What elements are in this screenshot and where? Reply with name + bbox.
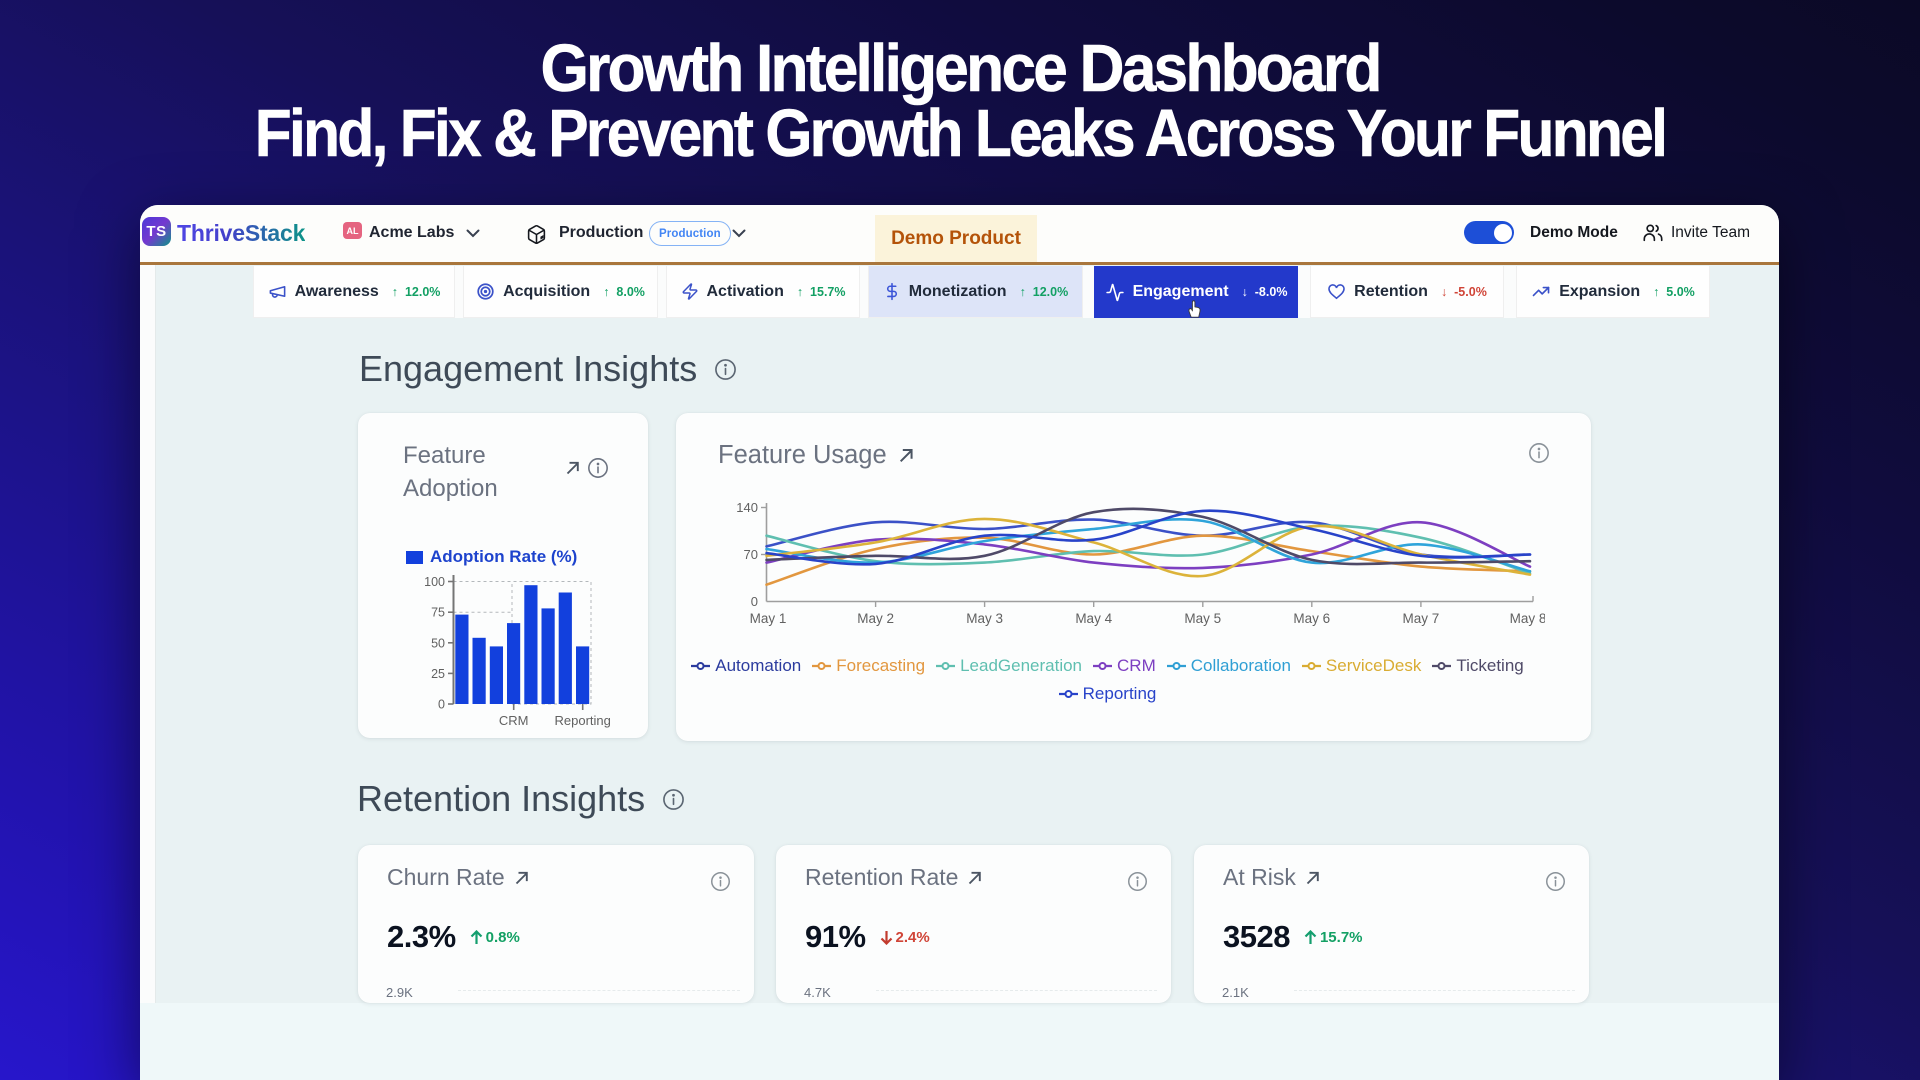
svg-text:25: 25 (431, 667, 445, 681)
svg-text:75: 75 (431, 606, 445, 620)
svg-text:May 3: May 3 (966, 611, 1003, 626)
svg-text:May 4: May 4 (1075, 611, 1112, 626)
svg-text:May 2: May 2 (857, 611, 894, 626)
svg-text:50: 50 (431, 636, 445, 650)
svg-text:0: 0 (751, 594, 758, 609)
svg-text:140: 140 (736, 500, 758, 515)
svg-text:100: 100 (424, 575, 445, 589)
svg-text:0: 0 (438, 698, 445, 712)
svg-text:CRM: CRM (499, 713, 529, 728)
svg-text:70: 70 (744, 547, 758, 562)
svg-text:May 5: May 5 (1184, 611, 1221, 626)
svg-text:May 8: May 8 (1510, 611, 1545, 626)
svg-text:Reporting: Reporting (555, 713, 611, 728)
svg-text:May 1: May 1 (750, 611, 787, 626)
svg-text:May 7: May 7 (1403, 611, 1440, 626)
svg-text:May 6: May 6 (1293, 611, 1330, 626)
